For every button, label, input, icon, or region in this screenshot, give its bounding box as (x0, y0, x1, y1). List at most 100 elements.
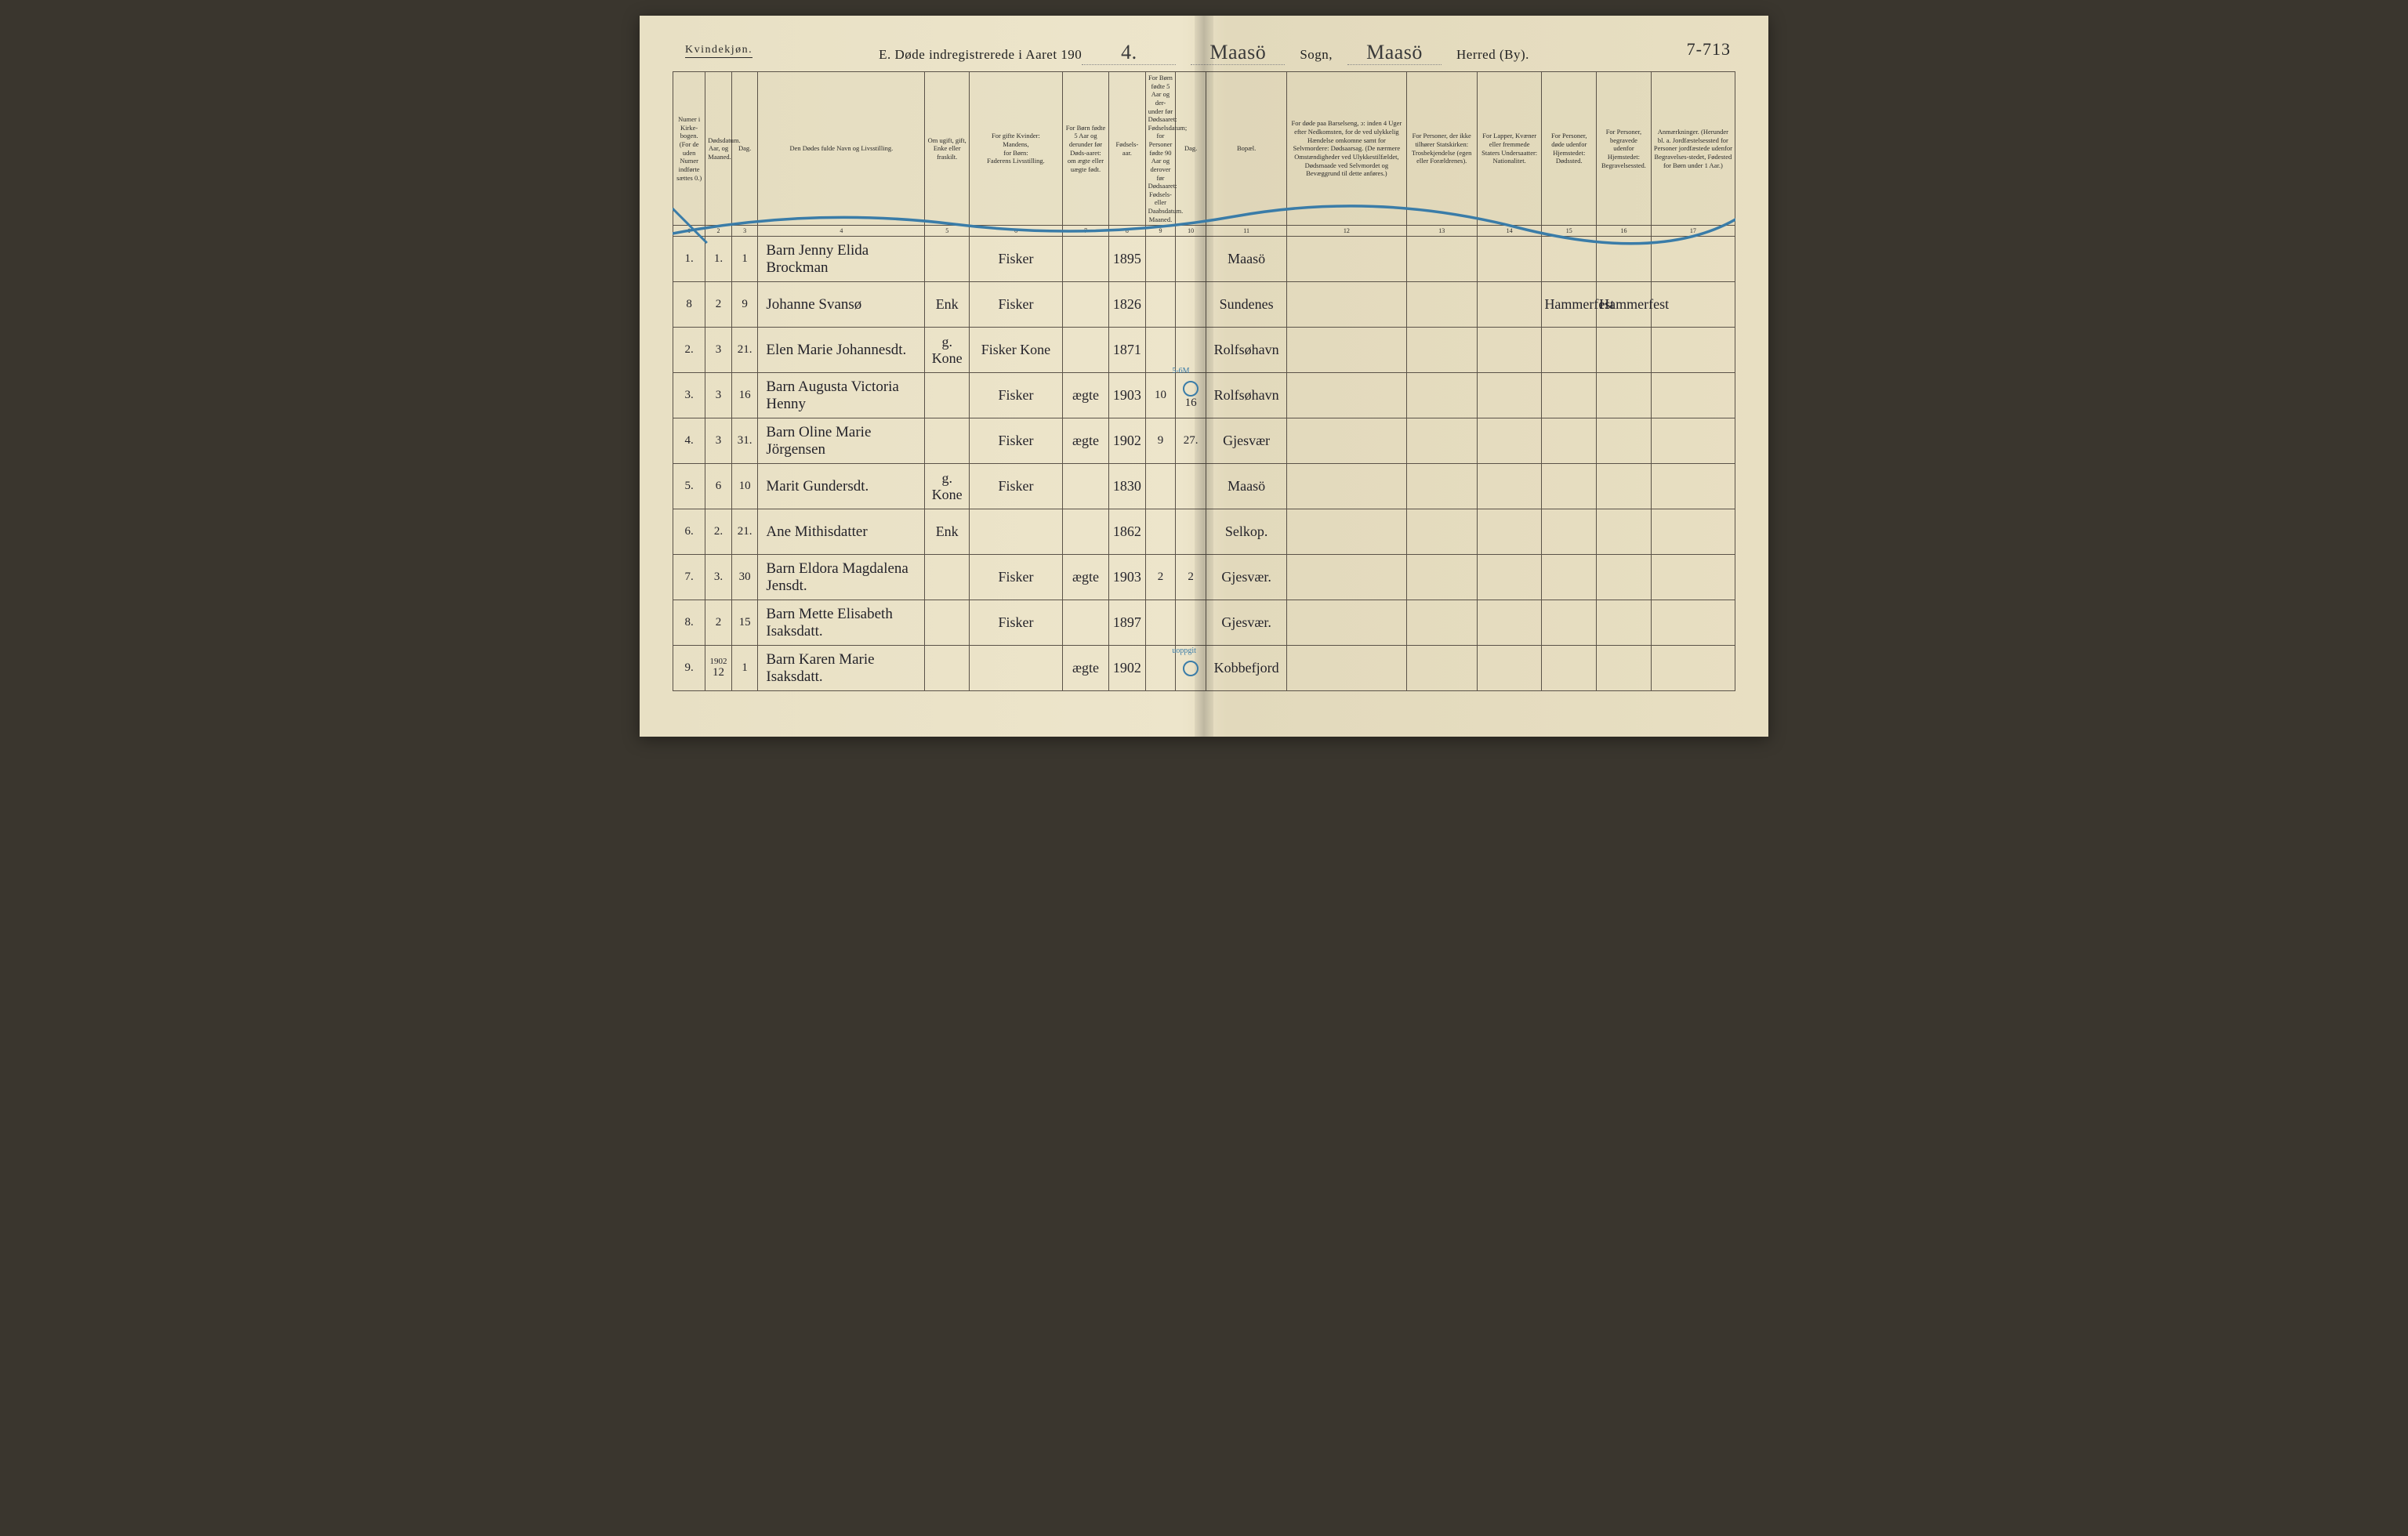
cell-c12 (1287, 373, 1406, 418)
cell-year: 1826 (1109, 282, 1145, 328)
cell-c16 (1597, 646, 1652, 691)
cell-place: Sundenes (1206, 282, 1287, 328)
cell-m: 1. (705, 237, 732, 282)
cell-legit (1062, 509, 1108, 555)
herred-label: Herred (By). (1456, 47, 1529, 62)
cell-name: Barn Eldora Magdalena Jensdt. (758, 555, 925, 600)
cell-occ: Fisker (970, 600, 1063, 646)
cell-bd (1176, 237, 1206, 282)
cell-m: 190212 (705, 646, 732, 691)
column-header: Numer i Kirke-bogen. (For de uden Numer … (673, 72, 705, 226)
column-header: Bopæl. (1206, 72, 1287, 226)
cell-c15 (1542, 600, 1597, 646)
blue-circle-mark (1183, 381, 1199, 397)
cell-legit: ægte (1062, 646, 1108, 691)
cell-c14 (1477, 509, 1542, 555)
cell-c17 (1651, 328, 1735, 373)
column-header: For gifte Kvinder:Mandens,for Børn:Fader… (970, 72, 1063, 226)
cell-m: 6 (705, 464, 732, 509)
cell-n: 7. (673, 555, 705, 600)
cell-n: 3. (673, 373, 705, 418)
table-row: 6.2.21.Ane MithisdatterEnk1862Selkop. (673, 509, 1735, 555)
cell-n: 6. (673, 509, 705, 555)
table-row: 5.610Marit Gundersdt.g. KoneFisker1830Ma… (673, 464, 1735, 509)
cell-c14 (1477, 373, 1542, 418)
cell-bm (1145, 509, 1176, 555)
cell-occ: Fisker (970, 555, 1063, 600)
cell-occ: Fisker (970, 373, 1063, 418)
cell-c13 (1406, 464, 1477, 509)
cell-c17 (1651, 646, 1735, 691)
cell-c16 (1597, 464, 1652, 509)
cell-place: Gjesvær. (1206, 600, 1287, 646)
cell-bm (1145, 646, 1176, 691)
cell-c14 (1477, 237, 1542, 282)
column-number: 11 (1206, 226, 1287, 237)
sogn-label: Sogn, (1300, 47, 1333, 62)
cell-n: 4. (673, 418, 705, 464)
ledger-page: Kvindekjøn. 7-713 E. Døde indregistrered… (640, 16, 1768, 737)
column-number: 2 (705, 226, 732, 237)
cell-n: 1. (673, 237, 705, 282)
column-header: For Børn fødte 5 Aar og derunder før Død… (1062, 72, 1108, 226)
cell-c15 (1542, 373, 1597, 418)
cell-m: 2 (705, 600, 732, 646)
cell-name: Johanne Svansø (758, 282, 925, 328)
cell-d: 30 (731, 555, 758, 600)
column-header: For Personer, begravede udenfor Hjemsted… (1597, 72, 1652, 226)
cell-year: 1903 (1109, 555, 1145, 600)
cell-bm: 10 (1145, 373, 1176, 418)
column-header: Dag. (731, 72, 758, 226)
cell-place: Rolfsøhavn (1206, 373, 1287, 418)
cell-stat (925, 237, 970, 282)
cell-c12 (1287, 646, 1406, 691)
title-prefix: E. Døde indregistrerede i Aaret 190 (879, 47, 1082, 62)
cell-stat (925, 600, 970, 646)
cell-c12 (1287, 464, 1406, 509)
cell-c14 (1477, 282, 1542, 328)
table-row: 7.3.30Barn Eldora Magdalena Jensdt.Fiske… (673, 555, 1735, 600)
column-header: Den Dødes fulde Navn og Livsstilling. (758, 72, 925, 226)
cell-d: 31. (731, 418, 758, 464)
column-number: 14 (1477, 226, 1542, 237)
cell-year: 1902 (1109, 646, 1145, 691)
cell-c16 (1597, 328, 1652, 373)
column-header: Fødsels-aar. (1109, 72, 1145, 226)
cell-place: Selkop. (1206, 509, 1287, 555)
cell-d: 21. (731, 509, 758, 555)
column-number: 12 (1287, 226, 1406, 237)
cell-c12 (1287, 418, 1406, 464)
cell-place: Rolfsøhavn (1206, 328, 1287, 373)
column-header: For døde paa Barselseng, ɔ: inden 4 Uger… (1287, 72, 1406, 226)
cell-m: 3 (705, 373, 732, 418)
cell-m: 3 (705, 418, 732, 464)
cell-legit (1062, 237, 1108, 282)
column-number: 13 (1406, 226, 1477, 237)
cell-c13 (1406, 555, 1477, 600)
cell-stat: g. Kone (925, 328, 970, 373)
cell-m: 2. (705, 509, 732, 555)
column-number: 17 (1651, 226, 1735, 237)
column-header: For Lapper, Kvæner eller fremmede Stater… (1477, 72, 1542, 226)
table-row: 4.331.Barn Oline Marie JörgensenFiskeræg… (673, 418, 1735, 464)
cell-legit (1062, 282, 1108, 328)
cell-c15 (1542, 509, 1597, 555)
cell-bd (1176, 282, 1206, 328)
column-number-row: 1234567891011121314151617 (673, 226, 1735, 237)
cell-legit: ægte (1062, 555, 1108, 600)
cell-c14 (1477, 646, 1542, 691)
cell-c13 (1406, 509, 1477, 555)
cell-stat: g. Kone (925, 464, 970, 509)
page-number: 7-713 (1687, 39, 1731, 60)
cell-c17 (1651, 418, 1735, 464)
cell-occ: Fisker (970, 282, 1063, 328)
column-number: 4 (758, 226, 925, 237)
column-header: For Personer, døde udenfor Hjemstedet: D… (1542, 72, 1597, 226)
cell-bd: 5-6M 16 (1176, 373, 1206, 418)
title-line: E. Døde indregistrerede i Aaret 1904. Ma… (673, 41, 1735, 65)
table-row: 3.316Barn Augusta Victoria HennyFiskeræg… (673, 373, 1735, 418)
table-row: 9.1902121Barn Karen Marie Isaksdatt.ægte… (673, 646, 1735, 691)
cell-name: Ane Mithisdatter (758, 509, 925, 555)
column-number: 6 (970, 226, 1063, 237)
cell-c16 (1597, 373, 1652, 418)
